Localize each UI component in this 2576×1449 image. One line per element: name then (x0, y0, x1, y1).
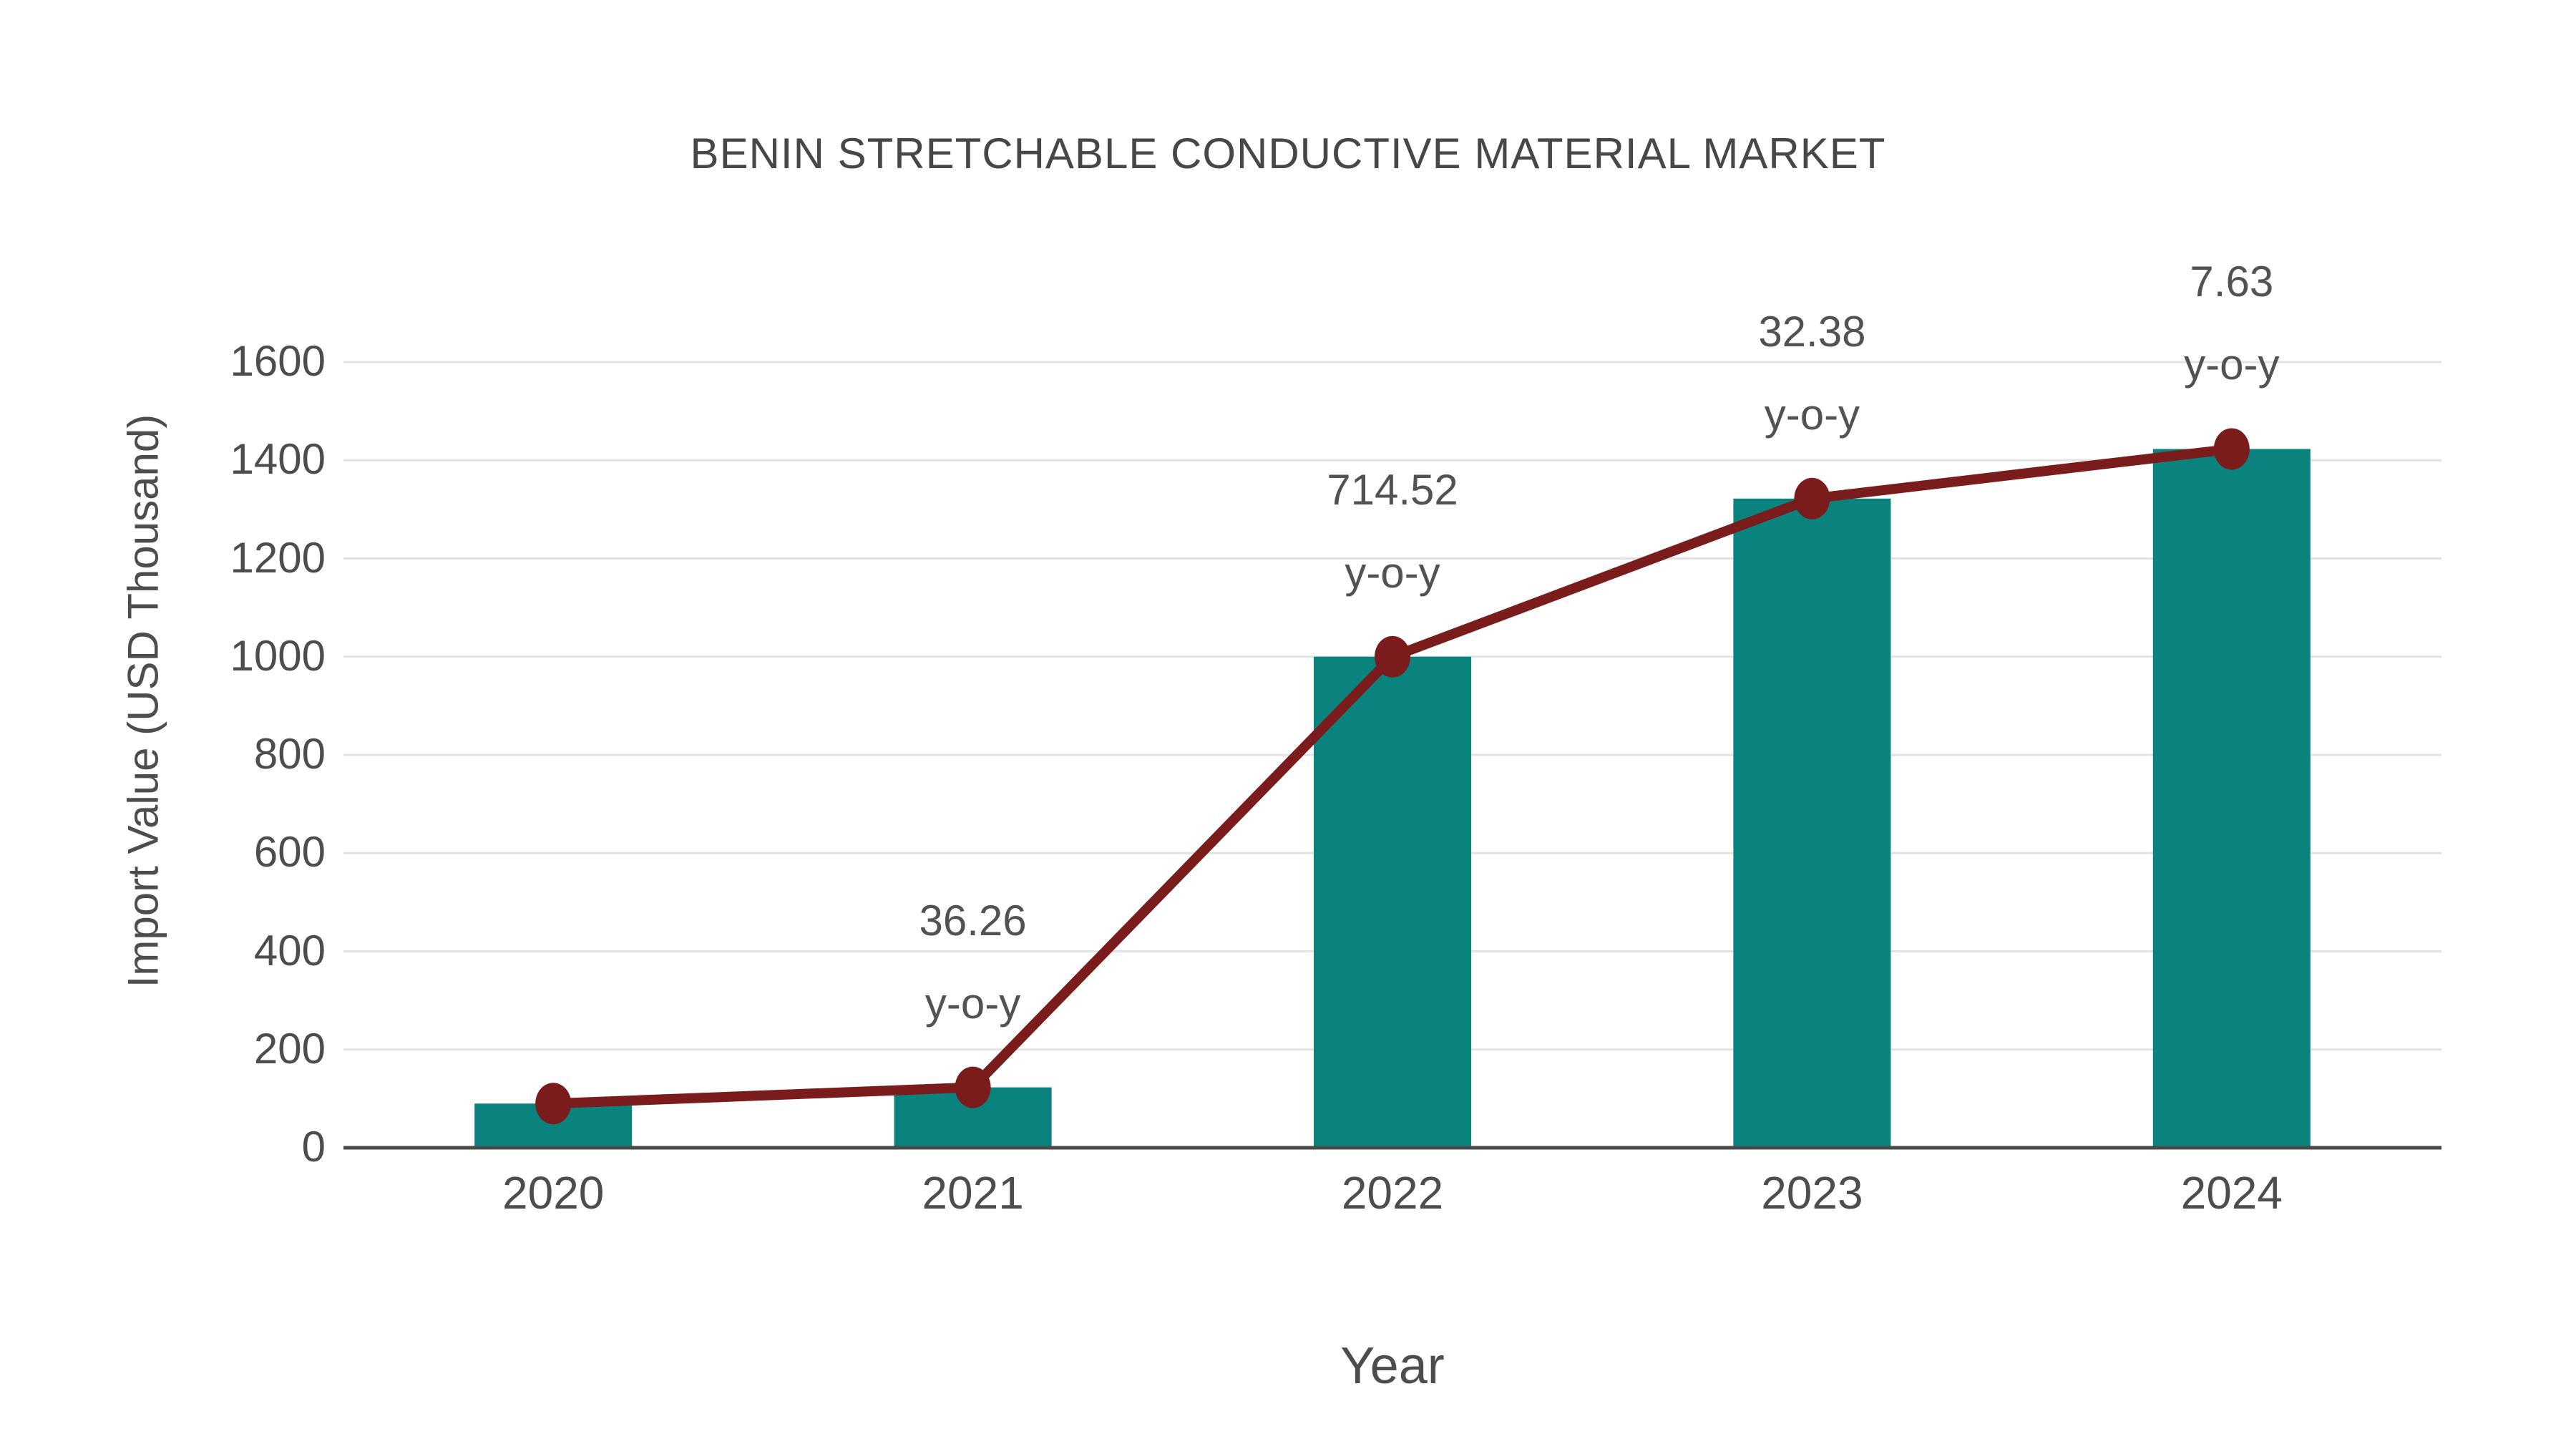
x-tick-2020: 2020 (502, 1167, 605, 1219)
bar-2022 (1314, 656, 1471, 1148)
y-tick-1600: 1600 (230, 337, 326, 385)
x-tick-2022: 2022 (1341, 1167, 1444, 1219)
y-tick-1000: 1000 (230, 631, 326, 680)
y-tick-600: 600 (253, 828, 326, 877)
annotation-2023-label: y-o-y (1764, 390, 1860, 439)
annotation-2024-label: y-o-y (2184, 341, 2280, 389)
x-tick-2023: 2023 (1761, 1167, 1863, 1219)
annotation-2023-value: 32.38 (1758, 307, 1866, 356)
marker-2021 (955, 1066, 991, 1108)
marker-2024 (2213, 428, 2250, 470)
bar-2023 (1733, 498, 1891, 1148)
annotation-2021-value: 36.26 (919, 896, 1027, 945)
y-tick-800: 800 (253, 730, 326, 778)
annotation-2021-label: y-o-y (924, 979, 1021, 1028)
y-tick-0: 0 (301, 1123, 326, 1171)
annotation-2024-value: 7.63 (2190, 258, 2274, 306)
y-tick-400: 400 (253, 926, 326, 975)
x-axis-title: Year (1340, 1337, 1445, 1395)
y-tick-1400: 1400 (230, 435, 326, 484)
y-tick-200: 200 (253, 1024, 326, 1073)
y-tick-1200: 1200 (230, 533, 326, 582)
annotation-2022-label: y-o-y (1345, 548, 1440, 597)
x-tick-2021: 2021 (922, 1167, 1024, 1219)
marker-2022 (1375, 635, 1410, 678)
bar-2024 (2152, 449, 2311, 1148)
annotation-2022-value: 714.52 (1327, 465, 1458, 514)
x-tick-2024: 2024 (2180, 1167, 2283, 1219)
marker-2023 (1794, 477, 1830, 519)
marker-2020 (535, 1083, 572, 1125)
chart-title: BENIN STRETCHABLE CONDUCTIVE MATERIAL MA… (690, 130, 1886, 177)
